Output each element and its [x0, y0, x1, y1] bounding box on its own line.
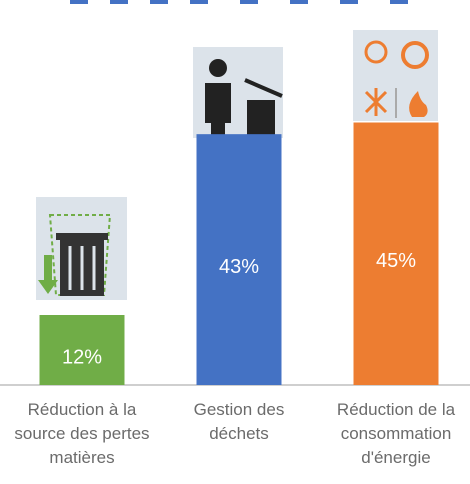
title-fragment	[70, 0, 408, 4]
icon-waste-reduction	[36, 197, 127, 300]
bar	[39, 315, 125, 385]
x-tick-label: Réduction de la consommation d'énergie	[336, 400, 456, 467]
bar	[196, 134, 282, 385]
value-label: 43%	[219, 256, 259, 278]
value-label: 12%	[62, 346, 102, 368]
icon-waste-management	[193, 47, 283, 138]
bar	[353, 122, 439, 385]
x-tick-label: Réduction à la source des pertes matière…	[14, 400, 150, 467]
icon-energy	[353, 30, 438, 121]
x-tick-label: Gestion des déchets	[193, 400, 285, 443]
value-label: 45%	[376, 250, 416, 272]
